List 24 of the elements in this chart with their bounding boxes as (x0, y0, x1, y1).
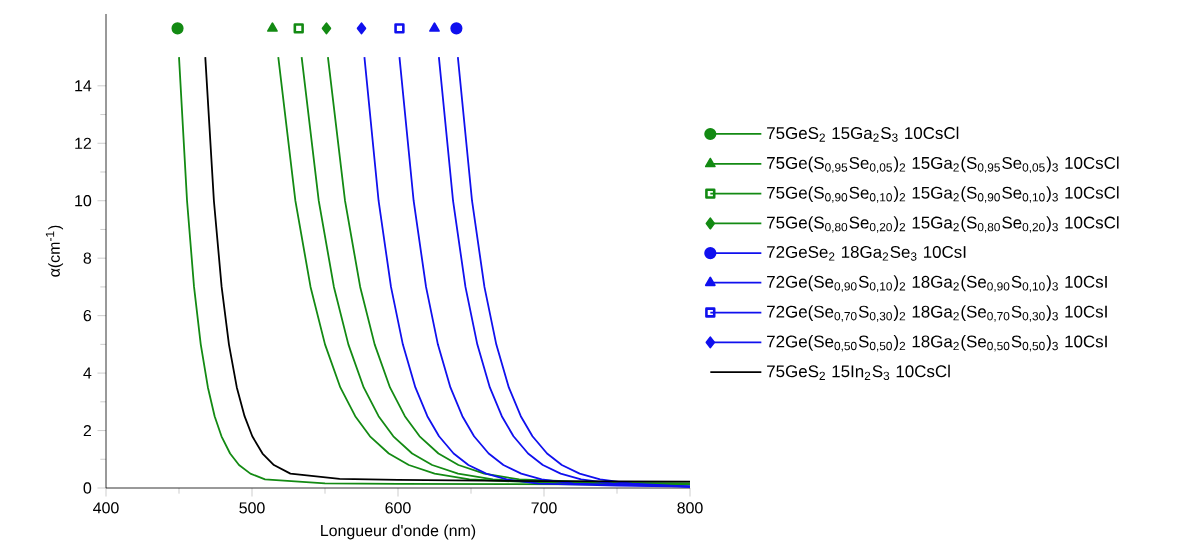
x-tick-label: 500 (239, 502, 265, 514)
x-tick-label: 600 (385, 502, 411, 514)
text: 75Ge(S$_{0,95}$Se$_{0,05}$)$_{2}$ 15Ga$_{2}$(S$_{0,95}$Se$_{0,05}$)$_{3}$ 10CsCl (767, 156, 1119, 174)
y-tick-label: 14 (75, 80, 92, 92)
y-axis-title: α(cm$^{-1}$) (45, 225, 64, 277)
x-axis-title: Longueur d'onde (nm) (321, 524, 476, 540)
y-tick-label: 10 (75, 195, 92, 207)
text: 75Ge(S$_{0,90}$Se$_{0,10}$)$_{2}$ 15Ga$_{2}$(S$_{0,90}$Se$_{0,10}$)$_{3}$ 10CsCl (767, 186, 1119, 203)
y-tick-label: 0 (83, 482, 92, 494)
y-tick-label: 12 (75, 137, 91, 149)
y-tick-label: 2 (83, 424, 91, 437)
x-tick-label: 800 (677, 502, 703, 514)
x-tick-label: 400 (93, 502, 119, 514)
text: 72Ge(Se$_{0,50}$S$_{0,50}$)$_{2}$ 18Ga$_{2}$(Se$_{0,50}$S$_{0,50}$)$_{3}$ 10CsI (767, 335, 1107, 352)
text: 72Ge(Se$_{0,90}$S$_{0,10}$)$_{2}$ 18Ga$_{2}$(Se$_{0,90}$S$_{0,10}$)$_{3}$ 10CsI (767, 275, 1107, 292)
text: 75Ge(S$_{0,80}$Se$_{0,20}$)$_{2}$ 15Ga$_{2}$(S$_{0,80}$Se$_{0,20}$)$_{3}$ 10CsCl (767, 216, 1119, 233)
y-tick-label: 6 (83, 309, 92, 322)
text: 72Ge(Se$_{0,70}$S$_{0,30}$)$_{2}$ 18Ga$_{2}$(Se$_{0,70}$S$_{0,30}$)$_{3}$ 10CsI (767, 305, 1107, 322)
legend-label: 72GeSe$_{2}$ 18Ga$_{2}$Se$_{3}$ 10CsI (767, 245, 966, 261)
x-tick-label: 700 (531, 502, 557, 514)
legend-label: 75GeS$_{2}$ 15Ga$_{2}$S$_{3}$ 10CsCl (767, 126, 959, 142)
y-tick-label: 8 (83, 252, 92, 264)
legend-label: 75GeS$_{2}$ 15In$_{2}$S$_{3}$ 10CsCl (767, 364, 950, 381)
y-tick-label: 4 (83, 367, 92, 379)
